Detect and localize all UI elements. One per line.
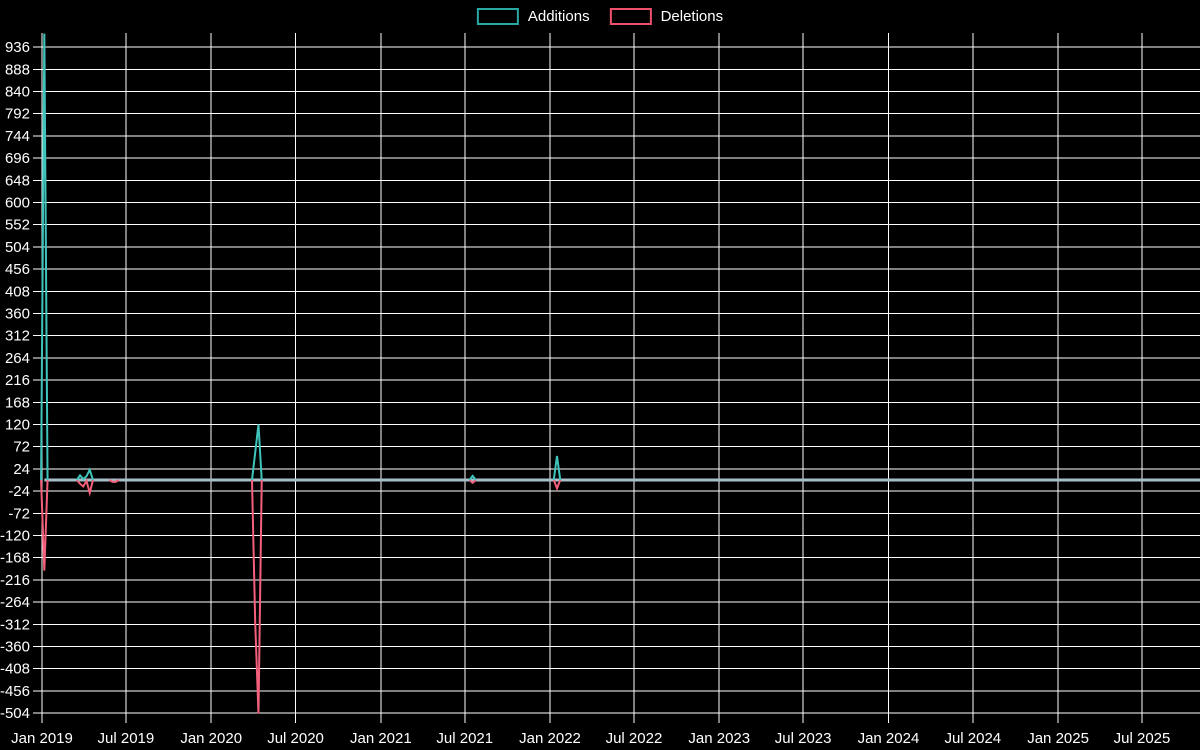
x-axis-labels: Jan 2019 Jul 2019 Jan 2020 Jul 2020 Jan 2021… <box>11 730 1170 747</box>
svg-text:792: 792 <box>5 106 30 123</box>
additions-line <box>468 474 477 481</box>
svg-text:936: 936 <box>5 39 30 56</box>
svg-text:-168: -168 <box>0 550 30 567</box>
svg-text:648: 648 <box>5 172 30 189</box>
svg-text:-24: -24 <box>8 483 30 500</box>
svg-text:Jul 2020: Jul 2020 <box>267 730 324 747</box>
svg-text:120: 120 <box>5 417 30 434</box>
svg-text:24: 24 <box>13 461 30 478</box>
legend-label-additions: Additions <box>527 8 590 25</box>
svg-text:504: 504 <box>5 239 30 256</box>
svg-text:Jan 2020: Jan 2020 <box>180 730 242 747</box>
svg-text:-408: -408 <box>0 661 30 678</box>
svg-text:72: 72 <box>13 439 30 456</box>
svg-text:Jul 2019: Jul 2019 <box>98 730 155 747</box>
svg-text:Jan 2024: Jan 2024 <box>858 730 920 747</box>
svg-text:Jan 2022: Jan 2022 <box>519 730 581 747</box>
deletions-swatch-icon <box>609 8 652 25</box>
svg-text:Jan 2019: Jan 2019 <box>11 730 73 747</box>
deletions-line <box>250 479 263 714</box>
svg-text:-120: -120 <box>0 528 30 545</box>
svg-text:Jul 2024: Jul 2024 <box>944 730 1001 747</box>
svg-text:456: 456 <box>5 261 30 278</box>
additions-line <box>40 33 49 481</box>
additions-line <box>552 455 562 481</box>
svg-text:216: 216 <box>5 372 30 389</box>
legend-label-deletions: Deletions <box>660 8 724 25</box>
additions-line <box>75 467 94 481</box>
legend-item-deletions[interactable]: Deletions <box>609 8 724 25</box>
deletions-line <box>76 478 94 497</box>
svg-text:600: 600 <box>5 195 30 212</box>
deletions-line <box>40 479 49 571</box>
additions-line <box>250 424 263 481</box>
svg-text:408: 408 <box>5 283 30 300</box>
svg-text:264: 264 <box>5 350 30 367</box>
svg-text:696: 696 <box>5 150 30 167</box>
svg-text:Jan 2021: Jan 2021 <box>350 730 412 747</box>
deletions-line <box>468 479 477 485</box>
svg-text:Jul 2023: Jul 2023 <box>775 730 832 747</box>
chart-legend: Additions Deletions <box>476 8 724 25</box>
svg-text:312: 312 <box>5 328 30 345</box>
svg-text:168: 168 <box>5 394 30 411</box>
legend-item-additions[interactable]: Additions <box>476 8 590 25</box>
svg-text:Jul 2025: Jul 2025 <box>1114 730 1171 747</box>
svg-text:552: 552 <box>5 217 30 234</box>
svg-text:744: 744 <box>5 128 30 145</box>
svg-text:-360: -360 <box>0 639 30 656</box>
svg-text:-456: -456 <box>0 683 30 700</box>
svg-text:-504: -504 <box>0 705 30 722</box>
y-axis-labels: 936 888 840 792 744 696 648 600 552 504 456 408 360 3… <box>0 39 30 722</box>
deletions-line <box>108 479 120 483</box>
svg-text:Jan 2023: Jan 2023 <box>688 730 750 747</box>
svg-text:Jan 2025: Jan 2025 <box>1027 730 1089 747</box>
svg-text:-216: -216 <box>0 572 30 589</box>
additions-swatch-icon <box>476 8 519 25</box>
deletions-line <box>552 479 562 492</box>
svg-text:840: 840 <box>5 84 30 101</box>
svg-text:888: 888 <box>5 61 30 78</box>
gridlines <box>33 33 1200 723</box>
series-lines <box>40 33 562 714</box>
svg-text:Jul 2022: Jul 2022 <box>606 730 663 747</box>
svg-text:-72: -72 <box>8 505 30 522</box>
svg-text:-264: -264 <box>0 594 30 611</box>
svg-text:360: 360 <box>5 306 30 323</box>
svg-text:Jul 2021: Jul 2021 <box>436 730 493 747</box>
svg-text:-312: -312 <box>0 616 30 633</box>
